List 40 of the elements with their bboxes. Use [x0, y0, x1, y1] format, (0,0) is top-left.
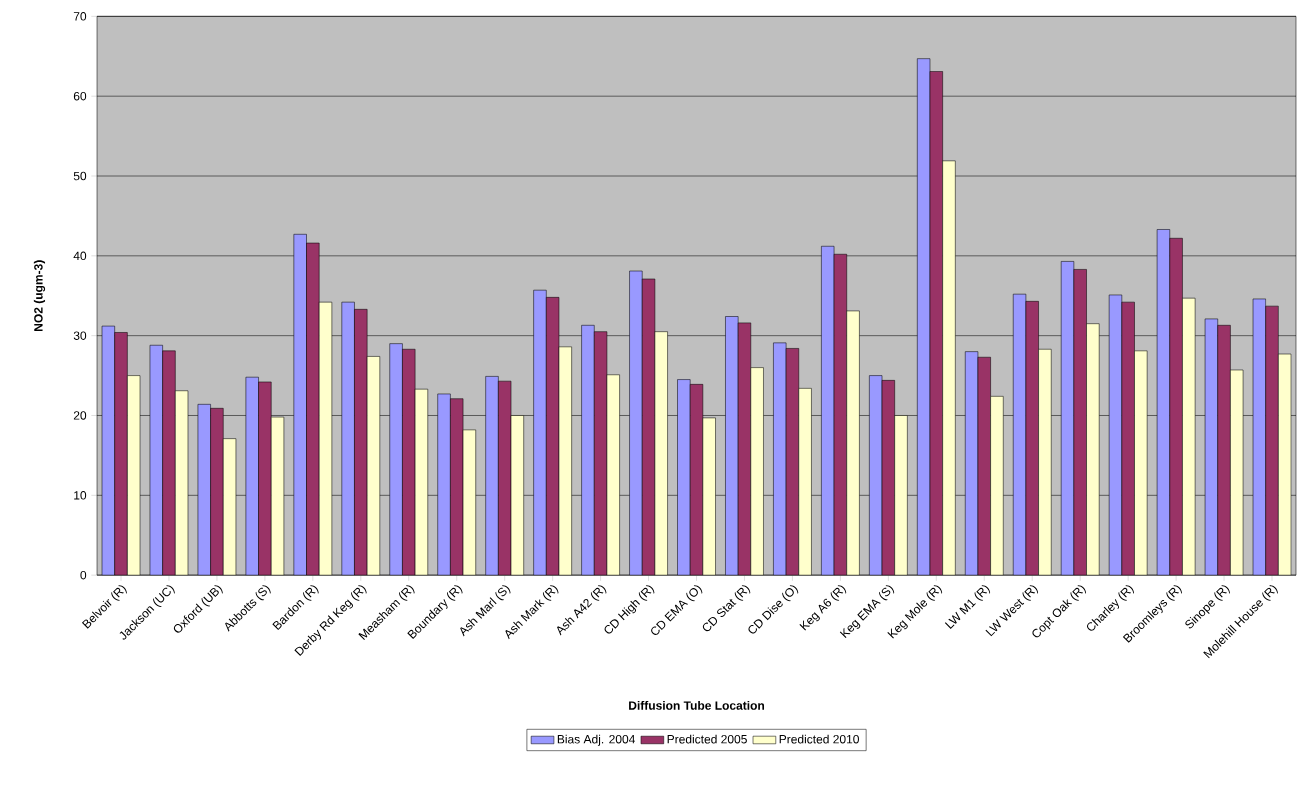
bar	[306, 242, 320, 576]
bar	[1086, 323, 1100, 576]
y-tick-label: 60	[73, 91, 87, 101]
bar	[1038, 348, 1052, 576]
bar	[258, 381, 272, 576]
bar	[677, 379, 691, 576]
bar	[1169, 237, 1183, 576]
bar	[798, 387, 812, 576]
bar	[485, 376, 499, 576]
legend-label: Predicted 2005	[667, 734, 747, 744]
bar	[437, 393, 451, 576]
bar	[1217, 324, 1231, 576]
bar	[1265, 305, 1279, 576]
bar	[581, 324, 595, 576]
bar	[533, 289, 547, 576]
bar	[1121, 301, 1135, 576]
bar	[629, 270, 643, 576]
legend-label: Bias Adj. 2004	[557, 734, 635, 746]
bar	[114, 332, 128, 576]
y-axis-title: NO2 (ugm-3)	[33, 260, 46, 331]
bar	[990, 395, 1004, 576]
bar	[341, 301, 355, 576]
x-axis-title: Diffusion Tube Location	[629, 700, 765, 710]
y-tick-label: 20	[73, 411, 87, 420]
y-tick-label: 50	[73, 171, 87, 181]
legend-label: Predicted 2010	[779, 734, 859, 744]
y-tick-label: 70	[73, 12, 87, 21]
bar	[210, 407, 224, 576]
y-tick-label: 40	[73, 251, 87, 260]
bar	[1134, 350, 1148, 576]
y-tick-label: 0	[80, 570, 87, 580]
bar	[942, 160, 956, 576]
bar	[293, 233, 307, 576]
bar	[162, 350, 176, 576]
y-tick-label: 10	[74, 490, 87, 500]
bar	[894, 415, 908, 576]
y-tick-label: 30	[73, 331, 87, 340]
bar	[846, 310, 860, 576]
bar	[389, 343, 403, 576]
bar	[750, 367, 764, 576]
